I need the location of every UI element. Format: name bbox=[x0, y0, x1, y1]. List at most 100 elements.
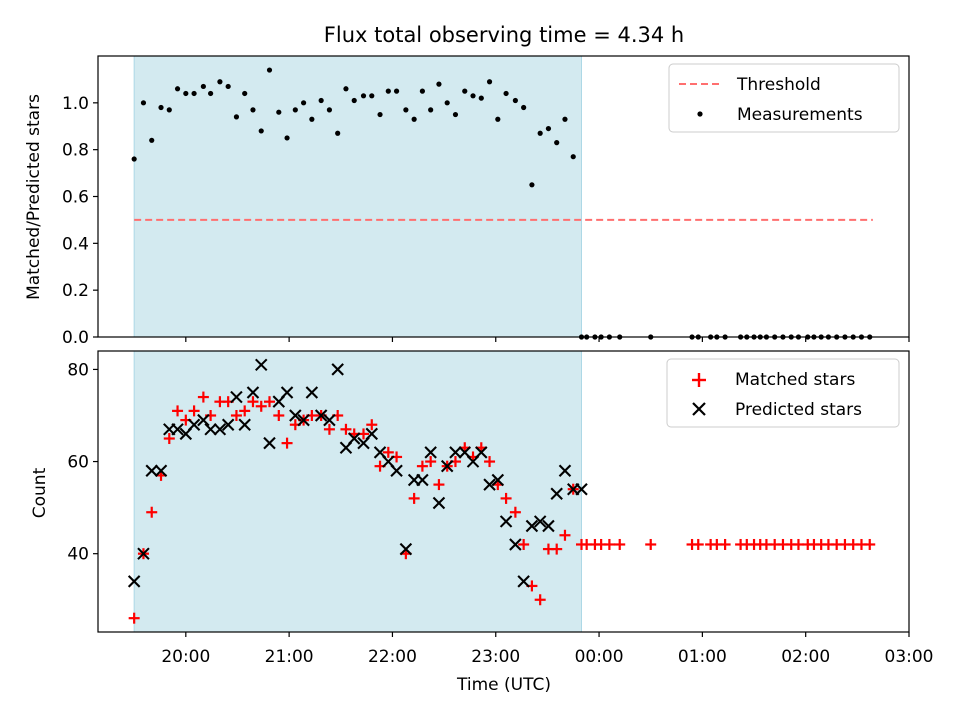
measurement-point bbox=[335, 130, 341, 136]
predicted-star-point bbox=[347, 432, 361, 445]
measurement-point bbox=[225, 83, 231, 90]
matched-star-point bbox=[366, 419, 378, 431]
predicted-star-point bbox=[230, 390, 243, 404]
predicted-star-point bbox=[145, 464, 158, 478]
measurement-point bbox=[351, 97, 357, 104]
matched-star-point bbox=[146, 506, 158, 518]
observing-window-shade bbox=[133, 55, 583, 338]
top-y-tick-label: 0.8 bbox=[62, 141, 89, 161]
predicted-star-point bbox=[154, 464, 168, 478]
ratio-panel: 0.0 0.2 0.4 0.6 0.8 1.0 Flux total observing … bbox=[24, 23, 910, 348]
matched-star-point bbox=[247, 396, 259, 408]
bottom-y-ticks: 40 60 80 bbox=[67, 360, 98, 565]
measurement-point bbox=[562, 116, 568, 122]
measurement-point bbox=[266, 67, 273, 73]
measurement-point bbox=[503, 90, 509, 97]
measurement-point bbox=[570, 154, 576, 160]
matched-star-point bbox=[416, 460, 428, 472]
matched-star-point bbox=[719, 538, 731, 550]
measurement-point bbox=[250, 107, 256, 113]
measurement-point bbox=[309, 116, 315, 122]
predicted-star-point bbox=[137, 547, 150, 560]
measurement-point bbox=[537, 130, 543, 136]
matched-star-point bbox=[425, 456, 437, 468]
measurement-point bbox=[276, 109, 282, 115]
predicted-star-point bbox=[289, 409, 302, 422]
predicted-star-point bbox=[509, 538, 522, 551]
predicted-star-point bbox=[263, 436, 276, 450]
legend-measurements-label: Measurements bbox=[737, 105, 863, 125]
measurement-point bbox=[529, 182, 535, 188]
matched-star-point bbox=[197, 391, 209, 403]
measurement-point bbox=[326, 107, 333, 113]
legend-measurements-swatch bbox=[697, 111, 703, 117]
x-tick-label: 02:00 bbox=[781, 647, 830, 667]
matched-star-point bbox=[559, 529, 571, 541]
bottom-legend: Matched stars Predicted stars bbox=[666, 358, 900, 428]
x-tick-label: 23:00 bbox=[471, 647, 520, 667]
predicted-star-point bbox=[238, 418, 251, 431]
top-x-ticks bbox=[185, 337, 910, 342]
matched-star-point bbox=[255, 400, 267, 412]
predicted-star-point bbox=[491, 473, 505, 487]
matched-star-point bbox=[382, 446, 394, 458]
top-y-tick-label: 0.2 bbox=[62, 281, 89, 301]
matched-star-point bbox=[614, 538, 626, 550]
measurement-point bbox=[292, 107, 298, 113]
predicted-star-point bbox=[187, 418, 201, 431]
predicted-star-point bbox=[558, 464, 572, 478]
measurement-point bbox=[545, 125, 552, 132]
measurement-point bbox=[462, 88, 468, 94]
measurement-point bbox=[174, 86, 181, 92]
top-legend: Threshold Measurements bbox=[668, 63, 900, 133]
predicted-star-point bbox=[221, 418, 235, 431]
matched-star-point bbox=[603, 538, 615, 550]
matched-star-point bbox=[551, 543, 563, 555]
measurement-point bbox=[300, 100, 307, 106]
measurement-point bbox=[470, 93, 476, 99]
measurement-point bbox=[284, 135, 290, 141]
measurement-point bbox=[183, 90, 189, 97]
measurement-point bbox=[512, 97, 518, 104]
legend-matched-label: Matched stars bbox=[735, 370, 855, 390]
x-tick-label: 03:00 bbox=[885, 647, 934, 667]
matched-star-point bbox=[509, 506, 521, 518]
matched-star-point bbox=[692, 538, 704, 550]
predicted-star-point bbox=[204, 423, 217, 436]
measurement-point bbox=[217, 79, 223, 85]
measurement-point bbox=[428, 107, 434, 113]
predicted-star-point bbox=[533, 515, 547, 528]
bottom-y-tick-label: 80 bbox=[67, 360, 89, 380]
predicted-star-point bbox=[432, 496, 446, 510]
predicted-star-point bbox=[390, 464, 403, 478]
measurement-point bbox=[343, 86, 349, 92]
matched-star-point bbox=[281, 437, 293, 449]
bottom-y-tick-label: 60 bbox=[67, 453, 89, 473]
measurement-point bbox=[208, 90, 214, 97]
matched-star-point bbox=[340, 423, 352, 435]
measurement-point bbox=[436, 81, 442, 87]
measurement-point bbox=[191, 90, 197, 97]
measurement-point bbox=[242, 90, 248, 97]
matched-star-point bbox=[500, 492, 512, 504]
matched-star-point bbox=[273, 409, 285, 421]
matched-star-point bbox=[230, 409, 242, 421]
top-y-tick-label: 0.6 bbox=[62, 188, 89, 208]
measurement-point bbox=[258, 128, 264, 134]
top-y-axis-label: Matched/Predicted stars bbox=[24, 94, 44, 300]
predicted-star-point bbox=[475, 446, 488, 459]
predicted-star-point bbox=[499, 515, 513, 528]
count-panel: 40 60 80 20:00 21:00 22:00 23:00 00:00 01:00 02:… bbox=[30, 350, 934, 695]
predicted-star-point bbox=[331, 363, 344, 376]
predicted-star-point bbox=[323, 413, 336, 427]
predicted-star-point bbox=[424, 446, 437, 459]
measurement-point bbox=[393, 88, 400, 94]
top-y-tick-label: 0.0 bbox=[62, 328, 89, 348]
bottom-y-tick-label: 40 bbox=[67, 545, 89, 565]
predicted-star-point bbox=[280, 386, 294, 399]
measurement-point bbox=[403, 107, 409, 113]
predicted-star-point bbox=[365, 427, 379, 441]
x-tick-label: 22:00 bbox=[368, 647, 417, 667]
matched-star-point bbox=[484, 456, 496, 468]
observing-window-shade-bottom bbox=[133, 350, 583, 633]
